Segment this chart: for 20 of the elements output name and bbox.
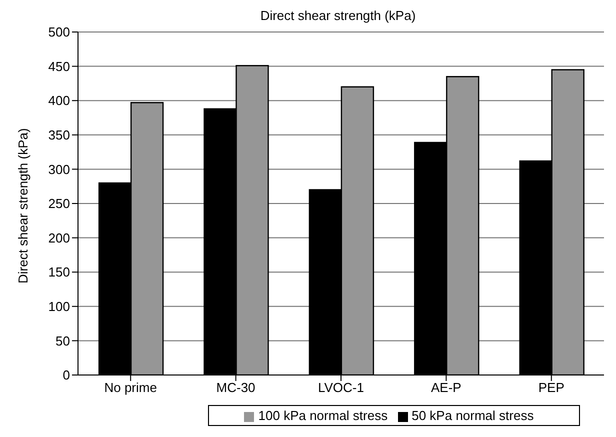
y-tick-label: 200 (48, 230, 70, 246)
legend-label: 50 kPa normal stress (412, 408, 534, 423)
x-tick-label: LVOC-1 (318, 380, 364, 396)
y-tick-label: 450 (48, 58, 70, 74)
legend-label: 100 kPa normal stress (258, 408, 388, 423)
y-tick-label: 250 (48, 196, 70, 212)
x-tick-label: PEP (538, 380, 564, 396)
y-tick-label: 0 (62, 368, 70, 383)
y-tick-label: 400 (48, 93, 70, 108)
y-tick-label: 100 (48, 299, 70, 314)
y-tick-label: 50 (56, 333, 70, 348)
y-tick-label: 350 (48, 128, 70, 143)
y-axis-title: Direct shear strength (kPa) (16, 128, 31, 284)
y-tick-label: 300 (48, 162, 70, 177)
x-tick-label: AE-P (431, 380, 462, 396)
chart-title: Direct shear strength (kPa) (259, 8, 417, 25)
x-tick-label: MC-30 (216, 380, 256, 396)
y-tick-label: 500 (48, 24, 70, 40)
x-tick-label: No prime (104, 380, 157, 396)
y-tick-label: 150 (48, 264, 70, 280)
